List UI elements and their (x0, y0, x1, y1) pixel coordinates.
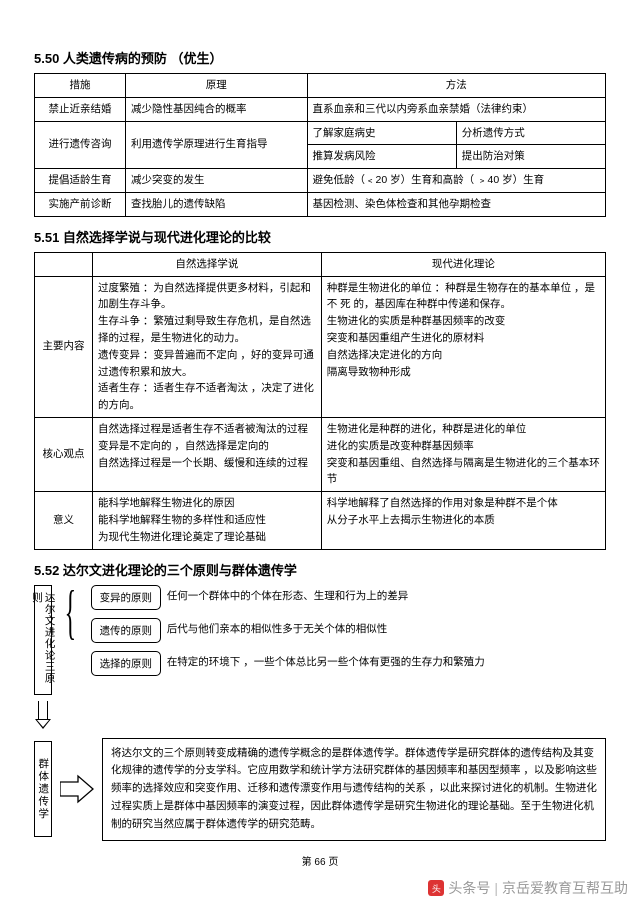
page-number: 第 66 页 (0, 853, 640, 868)
cell: 提出防治对策 (456, 145, 605, 169)
cell: 实施产前诊断 (35, 192, 126, 216)
cell: 提倡适龄生育 (35, 169, 126, 193)
principle-variation: 变异的原则 (91, 585, 161, 610)
population-genetics-text: 将达尔文的三个原则转变成精确的遗传学概念的是群体遗传学。群体遗传学是研究群体的遗… (102, 738, 606, 841)
principle-variation-text: 任何一个群体中的个体在形态、生理和行为上的差异 (167, 589, 409, 605)
th-method: 方法 (307, 74, 606, 98)
cell: 了解家庭病史 (307, 121, 456, 145)
cell: 基因检测、染色体检查和其他孕期检查 (307, 192, 606, 216)
cell: 种群是生物进化的单位 ：种群是生物存在的基本单位 ，是 不 死 的，基因库在种群… (321, 276, 605, 417)
table-550: 措施 原理 方法 禁止近亲结婚 减少隐性基因纯合的概率 直系血亲和三代以内旁系血… (34, 73, 606, 217)
cell: 利用遗传学原理进行生育指导 (126, 121, 307, 169)
vlabel-population-genetics: 群体遗传学 (34, 741, 52, 837)
cell: 科学地解释了自然选择的作用对象是种群不是个体 从分子水平上去揭示生物进化的本质 (321, 492, 605, 549)
brace-icon: { (65, 585, 77, 639)
cell: 直系血亲和三代以内旁系血亲禁婚（法律约束） (307, 97, 606, 121)
row-label: 主要内容 (35, 276, 93, 417)
arrow-right-icon (60, 774, 94, 804)
row-label: 核心观点 (35, 417, 93, 491)
darwin-principles-diagram: 达尔文进化论三原则 { 变异的原则 任何一个群体中的个体在形态、生理和行为上的差… (34, 585, 606, 695)
th-modern-theory: 现代进化理论 (321, 252, 605, 276)
th-measure: 措施 (35, 74, 126, 98)
vlabel-darwin: 达尔文进化论三原则 (34, 585, 52, 695)
cell: 减少隐性基因纯合的概率 (126, 97, 307, 121)
cell: 减少突变的发生 (126, 169, 307, 193)
principle-selection-text: 在特定的环境下 ，一些个体总比另一些个体有更强的生存力和繁殖力 (167, 655, 485, 671)
toutiao-logo-icon: 头 (428, 880, 444, 896)
row-label: 意义 (35, 492, 93, 549)
cell: 能科学地解释生物进化的原因 能科学地解释生物的多样性和适应性 为现代生物进化理论… (93, 492, 322, 549)
watermark-author: 京岳爱教育互帮互助 (502, 878, 628, 898)
watermark-site: 头条号 (448, 878, 490, 898)
th-natural-selection: 自然选择学说 (93, 252, 322, 276)
cell: 自然选择过程是适者生存不适者被淘汰的过程 变异是不定向的 ，自然选择是定向的 自… (93, 417, 322, 491)
cell: 查找胎儿的遗传缺陷 (126, 192, 307, 216)
section-550-title: 5.50 人类遗传病的预防 （优生） (34, 48, 606, 67)
cell: 进行遗传咨询 (35, 121, 126, 169)
cell: 推算发病风险 (307, 145, 456, 169)
cell: 避免低龄（﹤20 岁）生育和高龄（ ﹥40 岁）生育 (307, 169, 606, 193)
table-551: 自然选择学说 现代进化理论 主要内容 过度繁殖 ：为自然选择提供更多材料，引起和… (34, 252, 606, 550)
cell: 禁止近亲结婚 (35, 97, 126, 121)
th-principle: 原理 (126, 74, 307, 98)
cell: 分析遗传方式 (456, 121, 605, 145)
section-552-title: 5.52 达尔文进化理论的三个原则与群体遗传学 (34, 560, 606, 579)
arrow-down-icon (34, 701, 52, 736)
cell: 过度繁殖 ：为自然选择提供更多材料，引起和加剧生存斗争。 生存斗争 ：繁殖过剩导… (93, 276, 322, 417)
watermark: 头 头条号 | 京岳爱教育互帮互助 (428, 878, 628, 898)
principle-heredity-text: 后代与他们亲本的相似性多于无关个体的相似性 (167, 622, 388, 638)
principle-heredity: 遗传的原则 (91, 618, 161, 643)
cell: 生物进化是种群的进化，种群是进化的单位 进化的实质是改变种群基因频率 突变和基因… (321, 417, 605, 491)
section-551-title: 5.51 自然选择学说与现代进化理论的比较 (34, 227, 606, 246)
principle-selection: 选择的原则 (91, 651, 161, 676)
population-genetics-block: 群体遗传学 将达尔文的三个原则转变成精确的遗传学概念的是群体遗传学。群体遗传学是… (34, 738, 606, 841)
